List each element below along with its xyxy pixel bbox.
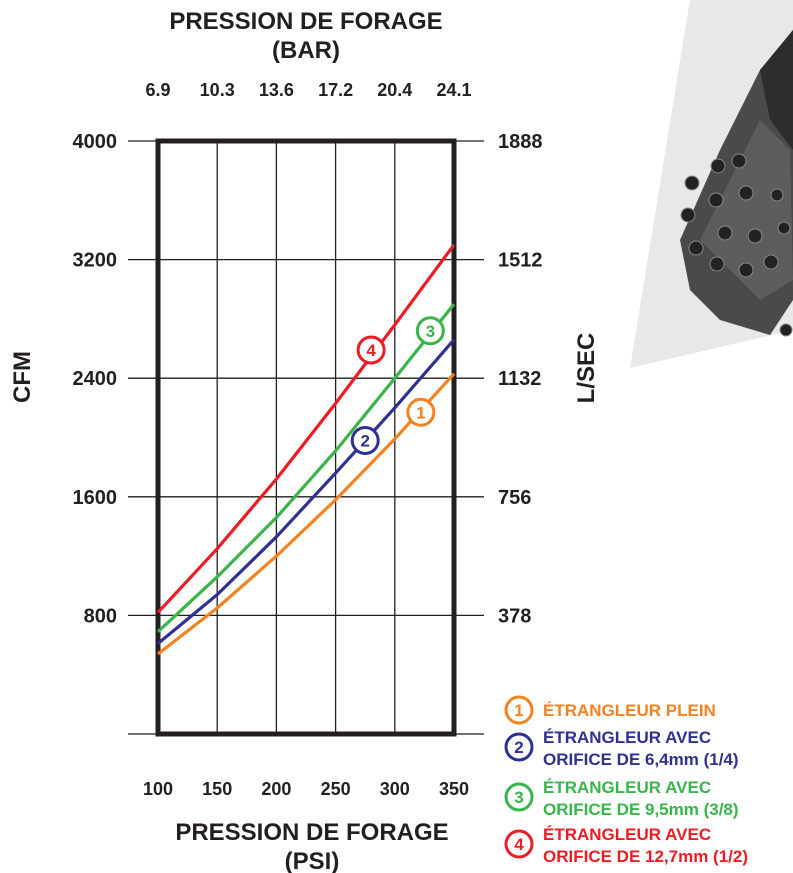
legend-label-4: ÉTRANGLEUR AVEC <box>543 825 711 844</box>
legend-marker-2 <box>504 732 534 762</box>
series-markers: 1 2 3 4 <box>350 316 445 455</box>
series-marker-3 <box>415 316 445 346</box>
series-line-1 <box>157 372 456 656</box>
y-tick-label-lsec: 1512 <box>498 250 543 272</box>
legend-marker-label-4: 4 <box>514 835 524 854</box>
x-tick-label-bar: 20.4 <box>377 80 412 100</box>
series-line-3 <box>156 303 456 633</box>
series-marker-1 <box>406 397 436 427</box>
series-line-2 <box>156 338 456 645</box>
legend-label-4: ORIFICE DE 12,7mm (1/2) <box>543 847 748 866</box>
legend: 1 ÉTRANGLEUR PLEIN 2 ÉTRANGLEUR AVEC ORIFICE… <box>504 695 748 866</box>
legend-label-2: ÉTRANGLEUR AVEC <box>543 728 711 747</box>
x-tick-label-bar: 24.1 <box>436 80 471 100</box>
plot-frame <box>155 138 457 737</box>
drill-bit-image <box>630 0 793 368</box>
legend-label-2: ORIFICE DE 6,4mm (1/4) <box>543 750 739 769</box>
bottom-axis-unit: (PSI) <box>285 848 340 873</box>
y-tick-label-lsec: 756 <box>498 487 531 509</box>
x-tick-label-bar: 6.9 <box>145 80 170 100</box>
x-tick-label-bar: 13.6 <box>259 80 294 100</box>
legend-label-1: ÉTRANGLEUR PLEIN <box>543 701 716 720</box>
legend-marker-label-3: 3 <box>514 788 523 807</box>
chart-grid <box>128 138 484 737</box>
y-tick-label-cfm: 1600 <box>73 487 118 509</box>
legend-marker-4 <box>504 829 534 859</box>
y-tick-label-cfm: 2400 <box>73 368 118 390</box>
bottom-axis-title: PRESSION DE FORAGE <box>175 819 448 846</box>
y-tick-label-lsec: 378 <box>498 605 531 627</box>
legend-marker-label-1: 1 <box>514 701 523 720</box>
x-tick-label-psi: 200 <box>261 779 291 799</box>
series-line-4 <box>156 243 456 614</box>
x-tick-label-psi: 250 <box>321 779 351 799</box>
legend-marker-1 <box>504 695 534 725</box>
y-tick-label-lsec: 1132 <box>498 368 541 390</box>
x-tick-label-psi: 100 <box>143 779 173 799</box>
chart-series <box>156 243 456 656</box>
x-tick-label-psi: 300 <box>380 779 410 799</box>
right-axis-title: L/SEC <box>573 333 600 404</box>
y-tick-label-cfm: 800 <box>84 605 117 627</box>
x-tick-label-psi: 150 <box>202 779 232 799</box>
top-axis-unit: (BAR) <box>272 37 340 64</box>
series-marker-label-4: 4 <box>366 341 376 360</box>
series-marker-4 <box>356 335 386 365</box>
y-tick-label-cfm: 4000 <box>73 131 118 153</box>
x-tick-label-bar: 17.2 <box>318 80 353 100</box>
top-axis-title: PRESSION DE FORAGE <box>169 8 442 35</box>
series-marker-label-2: 2 <box>360 431 369 450</box>
series-marker-2 <box>350 425 380 455</box>
legend-label-3: ÉTRANGLEUR AVEC <box>543 778 711 797</box>
series-marker-label-1: 1 <box>416 403 425 422</box>
series-marker-label-3: 3 <box>426 322 435 341</box>
y-tick-label-lsec: 1888 <box>498 131 543 153</box>
left-axis-title: CFM <box>9 351 36 403</box>
legend-marker-3 <box>504 782 534 812</box>
y-tick-label-cfm: 3200 <box>73 250 118 272</box>
axis-ticks: 100 150 200 250 300 350 6.9 10.3 13.6 17.2 20.4 24.… <box>73 80 543 799</box>
legend-label-3: ORIFICE DE 9,5mm (3/8) <box>543 800 739 819</box>
legend-marker-label-2: 2 <box>514 738 523 757</box>
x-tick-label-bar: 10.3 <box>200 80 235 100</box>
x-tick-label-psi: 350 <box>439 779 469 799</box>
